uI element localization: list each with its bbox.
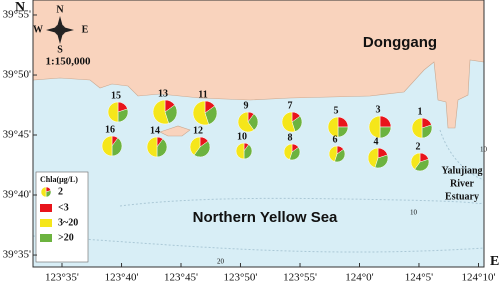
x-tick-label: 123°35' bbox=[45, 272, 79, 284]
compass-e: E bbox=[82, 24, 89, 35]
compass-s: S bbox=[57, 44, 63, 55]
x-tick-label: 123°45' bbox=[164, 272, 198, 284]
lon-letter: E bbox=[490, 254, 499, 269]
legend-swatch bbox=[40, 219, 52, 227]
station-label: 5 bbox=[334, 105, 339, 116]
pie-slice bbox=[193, 140, 211, 158]
pie-slice bbox=[156, 138, 168, 158]
station-label: 13 bbox=[158, 88, 168, 99]
x-tick-label: 124°10' bbox=[462, 272, 496, 284]
x-tick-label: 123°50' bbox=[224, 272, 258, 284]
legend-swatch bbox=[40, 204, 52, 212]
station-label: 11 bbox=[198, 89, 207, 100]
station-label: 14 bbox=[150, 125, 160, 136]
x-tick-label: 124°0' bbox=[345, 272, 373, 284]
y-tick-label: 39°50' bbox=[3, 69, 31, 81]
pie-slice bbox=[368, 115, 381, 139]
pie-slice bbox=[189, 136, 201, 156]
legend-sample-pie bbox=[40, 186, 47, 198]
pie-slice bbox=[146, 136, 158, 158]
pie-slice bbox=[235, 142, 245, 160]
island bbox=[159, 125, 191, 137]
station-label: 3 bbox=[376, 104, 381, 115]
station-label: 10 bbox=[237, 131, 247, 142]
estuary-label: River bbox=[450, 178, 474, 189]
station-label: 6 bbox=[333, 134, 338, 145]
estuary-label: Estuary bbox=[445, 191, 479, 202]
station-label: 8 bbox=[288, 132, 293, 143]
pie-slice bbox=[410, 152, 421, 170]
legend-label: 3~20 bbox=[58, 217, 78, 228]
contour-label: 20 bbox=[217, 258, 225, 266]
pie-slice bbox=[281, 111, 296, 133]
map-frame bbox=[32, 0, 485, 268]
pie-slice bbox=[237, 111, 255, 133]
x-tick-label: 124°5' bbox=[405, 272, 433, 284]
legend-title: Chla(μg/L) bbox=[40, 175, 78, 184]
contour bbox=[439, 129, 485, 181]
station-label: 7 bbox=[288, 100, 293, 111]
pie-slice bbox=[101, 135, 113, 157]
pie-slice bbox=[289, 146, 301, 161]
station-label: 15 bbox=[111, 90, 121, 101]
scale: 1:150,000 bbox=[46, 56, 91, 68]
station-label: 16 bbox=[105, 124, 115, 135]
legend-label: <3 bbox=[58, 202, 69, 213]
legend-swatch bbox=[40, 234, 52, 242]
compass-n: N bbox=[56, 4, 64, 15]
pie-slice bbox=[152, 99, 170, 125]
legend-sample-label: 2 bbox=[58, 186, 63, 197]
pie-slice bbox=[411, 117, 423, 139]
compass-w: W bbox=[33, 24, 43, 35]
station-label: 2 bbox=[416, 141, 421, 152]
land bbox=[32, 0, 485, 129]
pie-slice bbox=[192, 100, 210, 126]
lat-letter: N bbox=[15, 0, 25, 15]
x-tick-label: 123°55' bbox=[283, 272, 317, 284]
station-label: 9 bbox=[244, 100, 249, 111]
estuary-label: Yalujiang bbox=[441, 165, 482, 176]
y-tick-label: 39°55' bbox=[3, 9, 31, 21]
pie-slice bbox=[414, 158, 430, 172]
pie-slice bbox=[328, 145, 338, 162]
station-label: 1 bbox=[418, 106, 423, 117]
place-label: Northern Yellow Sea bbox=[193, 209, 338, 226]
contour-label: 10 bbox=[410, 209, 418, 217]
pie-slice bbox=[327, 116, 339, 138]
pie-slice bbox=[243, 144, 253, 160]
station-label: 12 bbox=[193, 125, 203, 136]
station-label: 4 bbox=[374, 136, 379, 147]
place-label: Donggang bbox=[363, 34, 437, 51]
y-tick-label: 39°45' bbox=[3, 129, 31, 141]
compass-rose bbox=[46, 16, 74, 44]
pie-slice bbox=[107, 101, 119, 123]
pie-slice bbox=[334, 148, 346, 163]
y-tick-label: 39°35' bbox=[3, 249, 31, 261]
pie-slice bbox=[367, 147, 379, 168]
pie-slice bbox=[283, 143, 293, 160]
pie-slice bbox=[111, 137, 123, 157]
y-tick-label: 39°40' bbox=[3, 189, 31, 201]
legend-label: >20 bbox=[58, 232, 74, 243]
contour-label: 10 bbox=[480, 146, 488, 154]
x-tick-label: 123°40' bbox=[105, 272, 139, 284]
